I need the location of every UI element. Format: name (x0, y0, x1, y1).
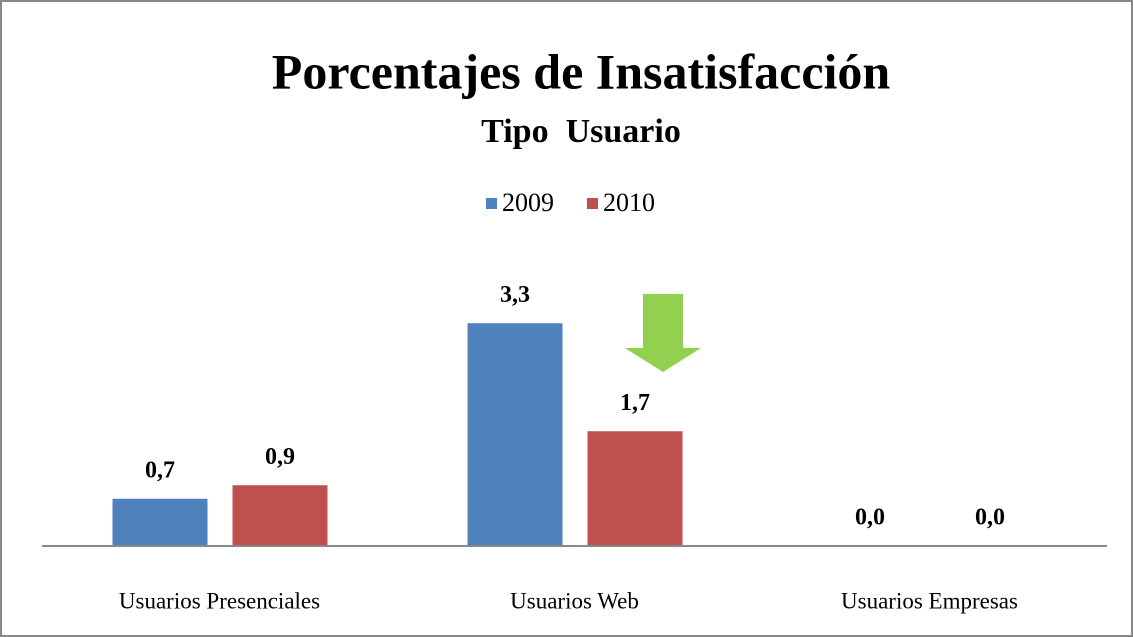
x-tick-label: Usuarios Presenciales (119, 588, 320, 613)
legend-swatch (486, 198, 497, 209)
x-tick-label: Usuarios Web (510, 588, 639, 613)
value-label: 0,0 (855, 505, 885, 531)
chart-title: Porcentajes de Insatisfacción (272, 43, 891, 99)
value-label: 3,3 (500, 282, 530, 308)
bar (112, 498, 208, 546)
legend-label: 2010 (603, 188, 655, 217)
chart-subtitle: Tipo Usuario (481, 113, 681, 150)
x-tick-label: Usuarios Empresas (841, 588, 1018, 613)
down-arrow (625, 294, 701, 372)
value-label: 1,7 (620, 390, 650, 416)
value-label: 0,7 (145, 457, 175, 483)
bar (232, 485, 328, 546)
bar (587, 431, 683, 546)
legend-label: 2009 (502, 188, 554, 217)
value-label: 0,0 (975, 505, 1005, 531)
bar (467, 323, 563, 546)
legend: 2009 2010 (486, 188, 655, 217)
value-label: 0,9 (265, 444, 295, 470)
legend-swatch (587, 198, 598, 209)
